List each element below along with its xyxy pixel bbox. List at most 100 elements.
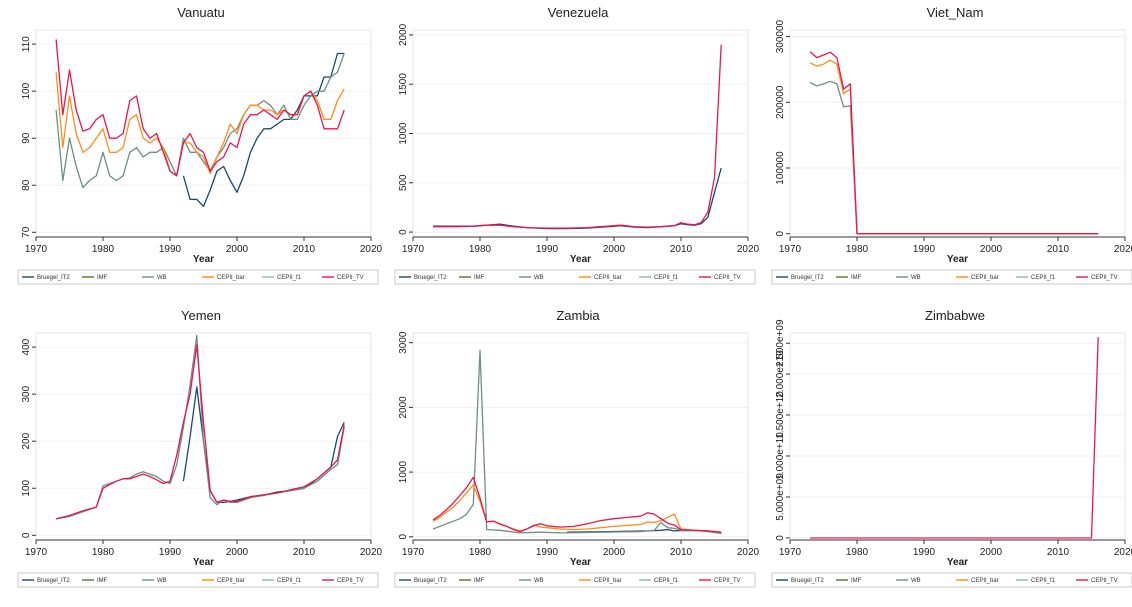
y-tick-label: 0 xyxy=(398,229,409,235)
x-tick-label: 1990 xyxy=(536,244,559,255)
panel-vanuatu: Vanuatu 70 80 90 100 110 1970 1980 1990 2000 2010 2… xyxy=(17,5,383,285)
legend-label-cepii-bar: CEPII_bar xyxy=(594,578,622,584)
x-tick-label: 2020 xyxy=(1114,244,1132,255)
x-axis-label: Year xyxy=(193,557,214,568)
series-line-cepii-bar xyxy=(432,484,722,533)
legend-label-imf: IMF xyxy=(97,275,108,281)
legend-label-cepii-f1: CEPII_f1 xyxy=(654,275,679,281)
panel-venezuela: Venezuela 0 500 1000 1500 2000 1970 1980 1990 200… xyxy=(394,5,760,285)
legend-label-bruegel-it2: Bruegel_IT2 xyxy=(414,275,447,281)
panel-viet-nam: Viet_Nam 0 100000 200000 300000 1970 1980 1990 2… xyxy=(771,5,1132,285)
x-tick-label: 1990 xyxy=(913,244,936,255)
legend-label-cepii-bar: CEPII_bar xyxy=(217,275,245,281)
series-line-cepii-tv xyxy=(432,476,722,533)
x-tick-label: 2020 xyxy=(1114,547,1132,558)
legend-label-cepii-tv: CEPII_TV xyxy=(337,578,364,584)
panel-zambia: Zambia 0 1000 2000 3000 1970 1980 1990 2000 2010 2… xyxy=(394,308,760,588)
y-tick-label: 1000 xyxy=(398,461,409,484)
y-tick-label: 90 xyxy=(21,132,32,144)
x-tick-label: 2000 xyxy=(226,547,249,558)
x-tick-label: 1980 xyxy=(469,547,492,558)
x-tick-label: 1980 xyxy=(469,244,492,255)
legend-label-cepii-f1: CEPII_f1 xyxy=(277,275,302,281)
x-tick-label: 1970 xyxy=(25,244,48,255)
y-tick-label: 300 xyxy=(21,385,32,402)
y-tick-label: 500 xyxy=(398,174,409,191)
legend xyxy=(771,269,1132,285)
legend-label-cepii-f1: CEPII_f1 xyxy=(1031,578,1056,584)
legend-label-bruegel-it2: Bruegel_IT2 xyxy=(791,578,824,584)
legend-label-cepii-tv: CEPII_TV xyxy=(1091,275,1118,281)
y-tick-label: 70 xyxy=(21,226,32,238)
x-tick-label: 2020 xyxy=(737,547,760,558)
legend-label-wb: WB xyxy=(534,578,544,584)
y-tick-label: 1500 xyxy=(398,73,409,96)
legend-label-cepii-tv: CEPII_TV xyxy=(1091,578,1118,584)
y-tick-label: 300000 xyxy=(775,19,786,53)
x-tick-label: 1970 xyxy=(402,244,425,255)
x-tick-label: 1970 xyxy=(25,547,48,558)
plot-area xyxy=(789,332,1126,541)
y-tick-label: 110 xyxy=(21,36,32,52)
x-tick-label: 2010 xyxy=(670,244,693,255)
legend-label-bruegel-it2: Bruegel_IT2 xyxy=(37,275,70,281)
x-tick-label: 2000 xyxy=(980,547,1003,558)
x-tick-label: 1970 xyxy=(779,244,802,255)
x-tick-label: 2020 xyxy=(737,244,760,255)
legend xyxy=(17,269,379,285)
panel-title: Zimbabwe xyxy=(925,308,985,323)
legend-label-imf: IMF xyxy=(851,275,862,281)
x-axis-label: Year xyxy=(193,254,214,265)
x-tick-label: 2000 xyxy=(603,547,626,558)
series-line-cepii-tv xyxy=(433,44,722,229)
legend xyxy=(394,572,756,588)
y-tick-label: 0 xyxy=(398,534,409,540)
legend-label-wb: WB xyxy=(534,275,544,281)
y-tick-label: 5.000e+09 xyxy=(775,473,786,521)
legend-label-cepii-tv: CEPII_TV xyxy=(337,275,364,281)
series-line-cepii-tv xyxy=(809,51,1099,235)
y-tick-label: 0 xyxy=(775,230,786,236)
panel-title: Venezuela xyxy=(548,5,609,20)
y-tick-label: 2.000e+10 xyxy=(775,350,786,398)
plot-area xyxy=(35,29,372,238)
x-tick-label: 1990 xyxy=(536,547,559,558)
series-line-wb xyxy=(55,53,345,189)
y-tick-label: 400 xyxy=(21,338,32,355)
y-tick-label: 2000 xyxy=(398,396,409,419)
x-axis-label: Year xyxy=(570,254,591,265)
x-tick-label: 1990 xyxy=(913,547,936,558)
y-tick-label: 2.500e+09 xyxy=(775,319,786,367)
x-tick-label: 2010 xyxy=(293,244,316,255)
y-tick-label: 80 xyxy=(21,179,32,191)
x-tick-label: 2020 xyxy=(360,244,383,255)
x-tick-label: 1990 xyxy=(159,244,182,255)
legend-label-imf: IMF xyxy=(474,578,485,584)
x-tick-label: 2000 xyxy=(226,244,249,255)
series-line-bruegel-it2 xyxy=(182,52,345,208)
x-tick-label: 2020 xyxy=(360,547,383,558)
plot-area xyxy=(412,332,749,541)
panel-title: Yemen xyxy=(181,308,221,323)
legend-label-cepii-tv: CEPII_TV xyxy=(714,275,741,281)
plot-area xyxy=(789,29,1126,238)
x-tick-label: 1980 xyxy=(846,547,869,558)
y-tick-label: 1.000e+10 xyxy=(775,432,786,480)
legend-label-cepii-f1: CEPII_f1 xyxy=(654,578,679,584)
legend xyxy=(771,572,1132,588)
legend-label-wb: WB xyxy=(157,578,167,584)
x-tick-label: 2000 xyxy=(980,244,1003,255)
legend-label-cepii-bar: CEPII_bar xyxy=(217,578,245,584)
legend-label-cepii-tv: CEPII_TV xyxy=(714,578,741,584)
panel-title: Vanuatu xyxy=(177,5,224,20)
x-tick-label: 2000 xyxy=(603,244,626,255)
legend-label-wb: WB xyxy=(911,578,921,584)
y-tick-label: 100 xyxy=(21,479,32,496)
legend-label-bruegel-it2: Bruegel_IT2 xyxy=(791,275,824,281)
legend xyxy=(17,572,379,588)
y-tick-label: 0 xyxy=(21,532,32,538)
y-tick-label: 200000 xyxy=(775,85,786,119)
series-line-cepii-tv xyxy=(55,344,345,520)
y-tick-label: 0 xyxy=(775,535,786,541)
y-tick-label: 1.500e+10 xyxy=(775,391,786,439)
